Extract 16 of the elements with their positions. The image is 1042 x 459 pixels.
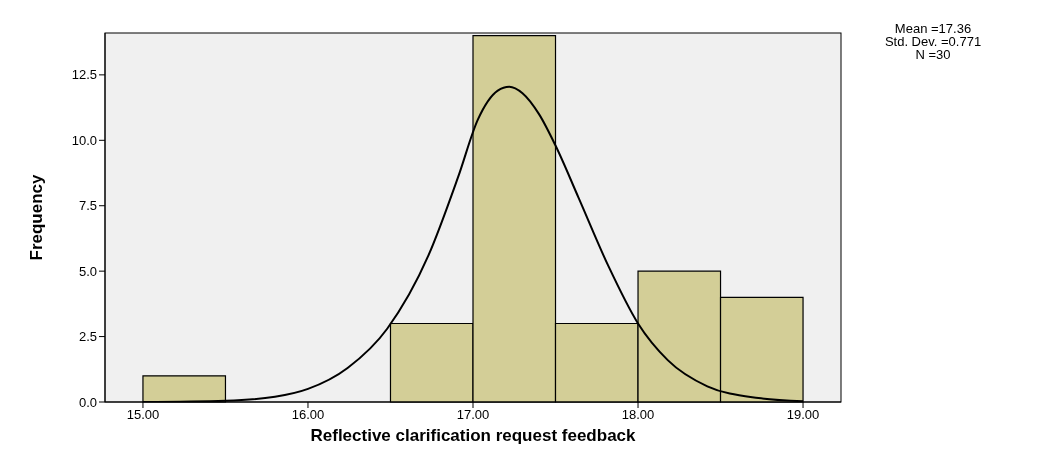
text: Std. Dev. =0.771	[883, 34, 983, 49]
x-tick-label: 16.00	[291, 407, 325, 423]
y-tick-label: 12.5	[71, 67, 97, 83]
y-tick-label: 0.0	[78, 394, 97, 410]
y-axis-title: Frequency	[27, 173, 47, 261]
text: Mean =17.36	[893, 21, 973, 36]
x-tick-label: 17.00	[456, 407, 490, 423]
text: N =30	[914, 47, 952, 62]
y-tick-label: 10.0	[71, 132, 97, 148]
x-axis-title: Reflective clarification request feedback	[310, 426, 637, 445]
x-tick-label: 15.00	[126, 407, 160, 423]
x-tick-label: 19.00	[786, 407, 820, 423]
y-tick-label: 2.5	[78, 329, 97, 345]
y-tick-label: 5.0	[78, 263, 97, 279]
x-tick-label: 18.00	[621, 407, 655, 423]
y-tick-label: 7.5	[78, 198, 97, 214]
